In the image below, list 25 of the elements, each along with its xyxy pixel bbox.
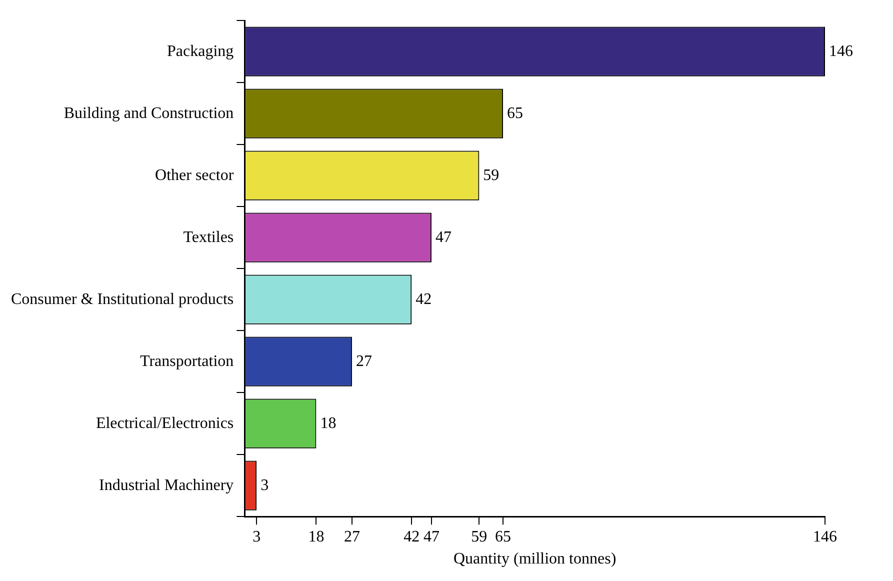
y-tick-label: Electrical/Electronics	[96, 414, 234, 432]
y-tick-label: Consumer & Institutional products	[10, 290, 234, 308]
data-label: 42	[416, 290, 432, 308]
x-tick-label: 146	[813, 528, 837, 546]
x-tick-label: 3	[252, 528, 261, 546]
x-tick-label: 42	[404, 528, 420, 546]
y-tick-label: Other sector	[155, 166, 234, 184]
data-label: 65	[507, 104, 524, 122]
x-tick-label: 27	[344, 528, 360, 546]
x-axis-title: Quantity (million tonnes)	[453, 550, 616, 568]
data-label: 59	[483, 166, 500, 184]
y-tick-label: Building and Construction	[64, 104, 234, 122]
data-label: 47	[435, 228, 452, 246]
x-tick-label: 59	[471, 528, 488, 546]
y-tick-label: Packaging	[166, 42, 234, 60]
y-tick-label: Transportation	[140, 352, 234, 370]
y-tick-label: Textiles	[183, 228, 234, 246]
x-tick-label: 47	[423, 528, 440, 546]
y-tick-label: Industrial Machinery	[99, 476, 234, 494]
x-tick-label: 65	[495, 528, 512, 546]
data-label: 18	[320, 414, 336, 432]
data-label: 146	[829, 42, 853, 60]
x-tick-label: 18	[308, 528, 324, 546]
data-label: 3	[260, 476, 269, 494]
data-label: 27	[356, 352, 372, 370]
